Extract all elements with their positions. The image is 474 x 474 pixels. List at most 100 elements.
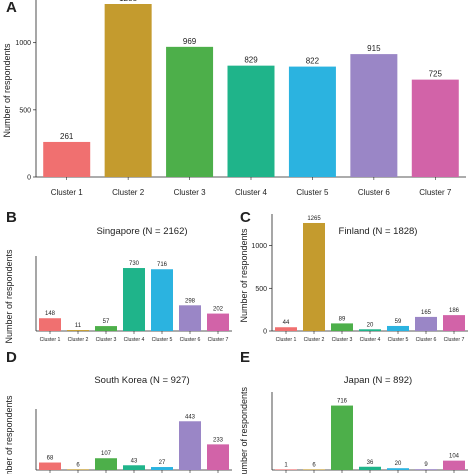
panel-d-value-label-2: 6: [76, 462, 80, 468]
panel-d-value-label-6: 443: [185, 414, 196, 420]
panel-c-value-label-1: 44: [283, 320, 290, 326]
panel-a-bar-2: [104, 4, 152, 177]
panel-c-category-label-4: Cluster 4: [360, 337, 381, 343]
panel-c-category-label-3: Cluster 3: [332, 337, 353, 343]
panel-c-letter: C: [240, 209, 251, 226]
panel-c-bar-1: [275, 327, 297, 331]
panel-d-value-label-5: 27: [159, 460, 166, 466]
panel-e-bar-6: [415, 469, 437, 470]
panel-a-category-label-3: Cluster 3: [174, 188, 207, 197]
panel-a-value-label-3: 969: [183, 37, 197, 46]
panel-e-letter: E: [240, 349, 250, 366]
panel-e-value-label-5: 20: [395, 461, 402, 467]
panel-c-bar-2: [303, 222, 325, 331]
panel-a-y-axis-title: Number of respondents: [2, 43, 12, 138]
panel-c-bar-4: [359, 329, 381, 331]
panel-a-value-label-2: 1288: [119, 0, 137, 3]
panel-a-value-label-6: 915: [367, 44, 381, 53]
panel-c-category-label-5: Cluster 5: [388, 337, 409, 343]
panel-c-y-tick-label-2: 1000: [251, 243, 267, 250]
panel-a-bar-6: [350, 54, 398, 177]
panel-e-y-axis-title: Number of respondents: [239, 386, 249, 474]
panel-b-bar-3: [95, 326, 117, 331]
panel-d-value-label-3: 107: [101, 451, 112, 457]
panel-c-value-label-4: 20: [367, 322, 374, 328]
panel-c-value-label-7: 186: [449, 308, 460, 314]
panel-a-value-label-5: 822: [306, 57, 320, 66]
panel-b-category-label-7: Cluster 7: [208, 337, 229, 343]
panel-c-category-label-6: Cluster 6: [416, 337, 437, 343]
panel-b-bar-6: [179, 305, 201, 331]
panel-a-value-label-4: 829: [244, 56, 258, 65]
panel-e-bar-1: [275, 469, 297, 470]
panel-c-category-label-2: Cluster 2: [304, 337, 325, 343]
panel-e-bar-4: [359, 466, 381, 470]
panel-b-value-label-1: 148: [45, 311, 56, 317]
panel-c-y-axis-title: Number of respondents: [239, 228, 249, 323]
panel-c-value-label-3: 89: [339, 316, 346, 322]
panel-c-bar-6: [415, 316, 437, 331]
panel-a-category-label-4: Cluster 4: [235, 188, 268, 197]
panel-a-bar-1: [43, 141, 91, 177]
panel-b-bar-4: [123, 268, 145, 331]
panel-b-value-label-4: 730: [129, 261, 140, 267]
panel-b-category-label-5: Cluster 5: [152, 337, 173, 343]
panel-b-title: Singapore (N = 2162): [96, 226, 187, 237]
panel-c-y-tick-label-0: 0: [263, 329, 267, 336]
panel-a-category-label-2: Cluster 2: [112, 188, 145, 197]
panel-a-bar-7: [411, 79, 459, 177]
panel-e-value-label-7: 104: [449, 454, 460, 460]
panel-e-bar-3: [331, 405, 353, 470]
panel-a-y-tick-label-2: 1000: [15, 40, 31, 47]
panel-b-value-label-7: 202: [213, 307, 224, 313]
panel-c-value-label-6: 165: [421, 310, 432, 316]
panel-b-category-label-3: Cluster 3: [96, 337, 117, 343]
panel-b-bar-7: [207, 313, 229, 331]
panel-d-value-label-7: 233: [213, 437, 224, 443]
panel-b-category-label-6: Cluster 6: [180, 337, 201, 343]
panel-b-letter: B: [6, 209, 17, 226]
panel-a-value-label-1: 261: [60, 132, 74, 141]
panel-a-category-label-5: Cluster 5: [296, 188, 329, 197]
panel-a-letter: A: [6, 0, 17, 16]
panel-e-value-label-1: 1: [284, 462, 288, 468]
panel-b-bar-1: [39, 318, 61, 331]
panel-d-y-axis-title: Number of respondents: [4, 395, 14, 474]
panel-d-value-label-4: 43: [131, 458, 138, 464]
panel-a-category-label-6: Cluster 6: [358, 188, 391, 197]
panel-c-value-label-5: 59: [395, 319, 402, 325]
panel-d-title: South Korea (N = 927): [94, 375, 189, 386]
panel-e-value-label-6: 9: [424, 462, 428, 468]
panel-b-value-label-6: 298: [185, 298, 196, 304]
panel-e-value-label-2: 6: [312, 462, 316, 468]
panel-b-value-label-5: 716: [157, 262, 168, 268]
panel-d-bar-6: [179, 421, 201, 470]
panel-c-category-label-7: Cluster 7: [444, 337, 465, 343]
panel-a-value-label-7: 725: [429, 70, 443, 79]
panel-a-y-tick-label-0: 0: [27, 175, 31, 182]
panel-d-value-label-1: 68: [47, 456, 54, 462]
panel-b-category-label-2: Cluster 2: [68, 337, 89, 343]
panel-a-category-label-7: Cluster 7: [419, 188, 452, 197]
panel-a-category-label-1: Cluster 1: [51, 188, 84, 197]
panel-d-bar-7: [207, 444, 229, 470]
panel-a-bar-5: [288, 66, 336, 177]
panel-a-y-tick-label-1: 500: [19, 107, 31, 114]
panel-d-bar-5: [151, 467, 173, 470]
panel-b-category-label-1: Cluster 1: [40, 337, 61, 343]
panel-e-value-label-3: 716: [337, 399, 348, 405]
panel-d-bar-4: [123, 465, 145, 470]
panel-c-category-label-1: Cluster 1: [276, 337, 297, 343]
panel-e-bar-5: [387, 468, 409, 470]
panel-c-value-label-2: 1265: [307, 216, 321, 222]
panel-e-bar-2: [303, 469, 325, 470]
panel-d-bar-2: [67, 469, 89, 470]
panel-b-value-label-3: 57: [103, 319, 110, 325]
panel-c-bar-7: [443, 315, 465, 331]
panel-e-title: Japan (N = 892): [344, 375, 412, 386]
panel-a-bar-3: [166, 46, 214, 178]
panel-e-bar-7: [443, 460, 465, 470]
panel-d-bar-3: [95, 458, 117, 470]
panel-c-bar-5: [387, 325, 409, 331]
